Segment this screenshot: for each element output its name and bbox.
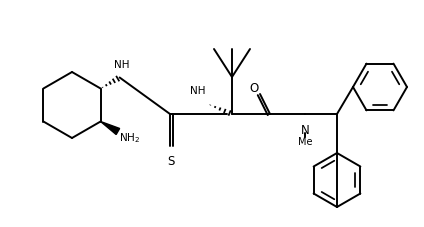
Polygon shape [100,122,120,135]
Text: Me: Me [298,136,312,146]
Text: O: O [249,81,259,94]
Text: S: S [167,154,175,167]
Text: N: N [301,123,310,136]
Text: NH$_2$: NH$_2$ [119,131,140,144]
Text: NH: NH [190,86,206,96]
Text: NH: NH [114,59,129,69]
